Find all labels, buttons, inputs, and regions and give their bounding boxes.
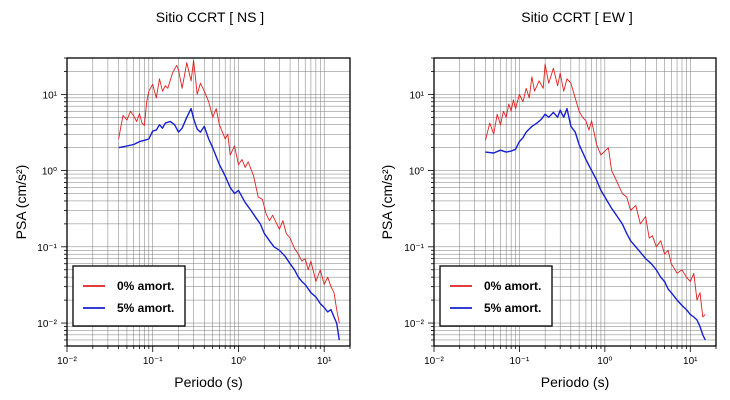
x-tick-label: 10¹ xyxy=(317,356,332,367)
legend-label: 0% amort. xyxy=(484,279,541,293)
y-axis-label: PSA (cm/s²) xyxy=(13,165,29,240)
x-tick-label: 10⁻² xyxy=(57,356,77,367)
x-axis-label: Periodo (s) xyxy=(541,374,609,390)
y-tick-label: 10⁻¹ xyxy=(37,243,57,254)
plot-frame xyxy=(66,57,351,347)
y-tick-label: 10⁻¹ xyxy=(404,243,424,254)
x-tick-label: 10⁻¹ xyxy=(143,356,163,367)
y-tick-label: 10⁻² xyxy=(37,319,57,330)
y-tick-label: 10⁰ xyxy=(42,167,57,178)
y-axis-label: PSA (cm/s²) xyxy=(379,165,395,240)
x-tick-label: 10⁰ xyxy=(231,356,246,367)
y-tick-label: 10¹ xyxy=(410,90,425,101)
legend: 0% amort. 5% amort. xyxy=(72,265,186,327)
y-tick-label: 10¹ xyxy=(43,90,58,101)
legend-label: 5% amort. xyxy=(484,301,541,315)
grid xyxy=(66,57,351,347)
chart-panel-0: 10⁻² 10⁻¹ 10⁰ 10¹ 10⁻² 10⁻¹ 10⁰ 10¹ Sitio CCRT [… xyxy=(13,9,351,390)
plot-frame xyxy=(433,57,717,347)
legend-box xyxy=(439,265,553,327)
x-tick-label: 10¹ xyxy=(683,356,698,367)
x-axis-label: Periodo (s) xyxy=(174,374,242,390)
x-tick-label: 10⁻² xyxy=(424,356,444,367)
chart-title: Sitio CCRT [ EW ] xyxy=(521,9,633,25)
x-tick-label: 10⁰ xyxy=(597,356,612,367)
legend: 0% amort. 5% amort. xyxy=(439,265,553,327)
series-line-amort-5 xyxy=(118,107,340,341)
y-tick-label: 10⁰ xyxy=(409,167,424,178)
x-tick-label: 10⁻¹ xyxy=(510,356,530,367)
chart-panel-1: 10⁻² 10⁻¹ 10⁰ 10¹ 10⁻² 10⁻¹ 10⁰ 10¹ Sitio CCRT [… xyxy=(379,9,717,390)
series-line-amort-5 xyxy=(485,107,706,341)
legend-label: 5% amort. xyxy=(117,301,174,315)
y-tick-label: 10⁻² xyxy=(404,319,424,330)
legend-label: 0% amort. xyxy=(117,279,174,293)
legend-box xyxy=(72,265,186,327)
series-line-amort-0 xyxy=(118,59,340,324)
series-line-amort-0 xyxy=(484,63,706,318)
chart-title: Sitio CCRT [ NS ] xyxy=(156,9,264,25)
